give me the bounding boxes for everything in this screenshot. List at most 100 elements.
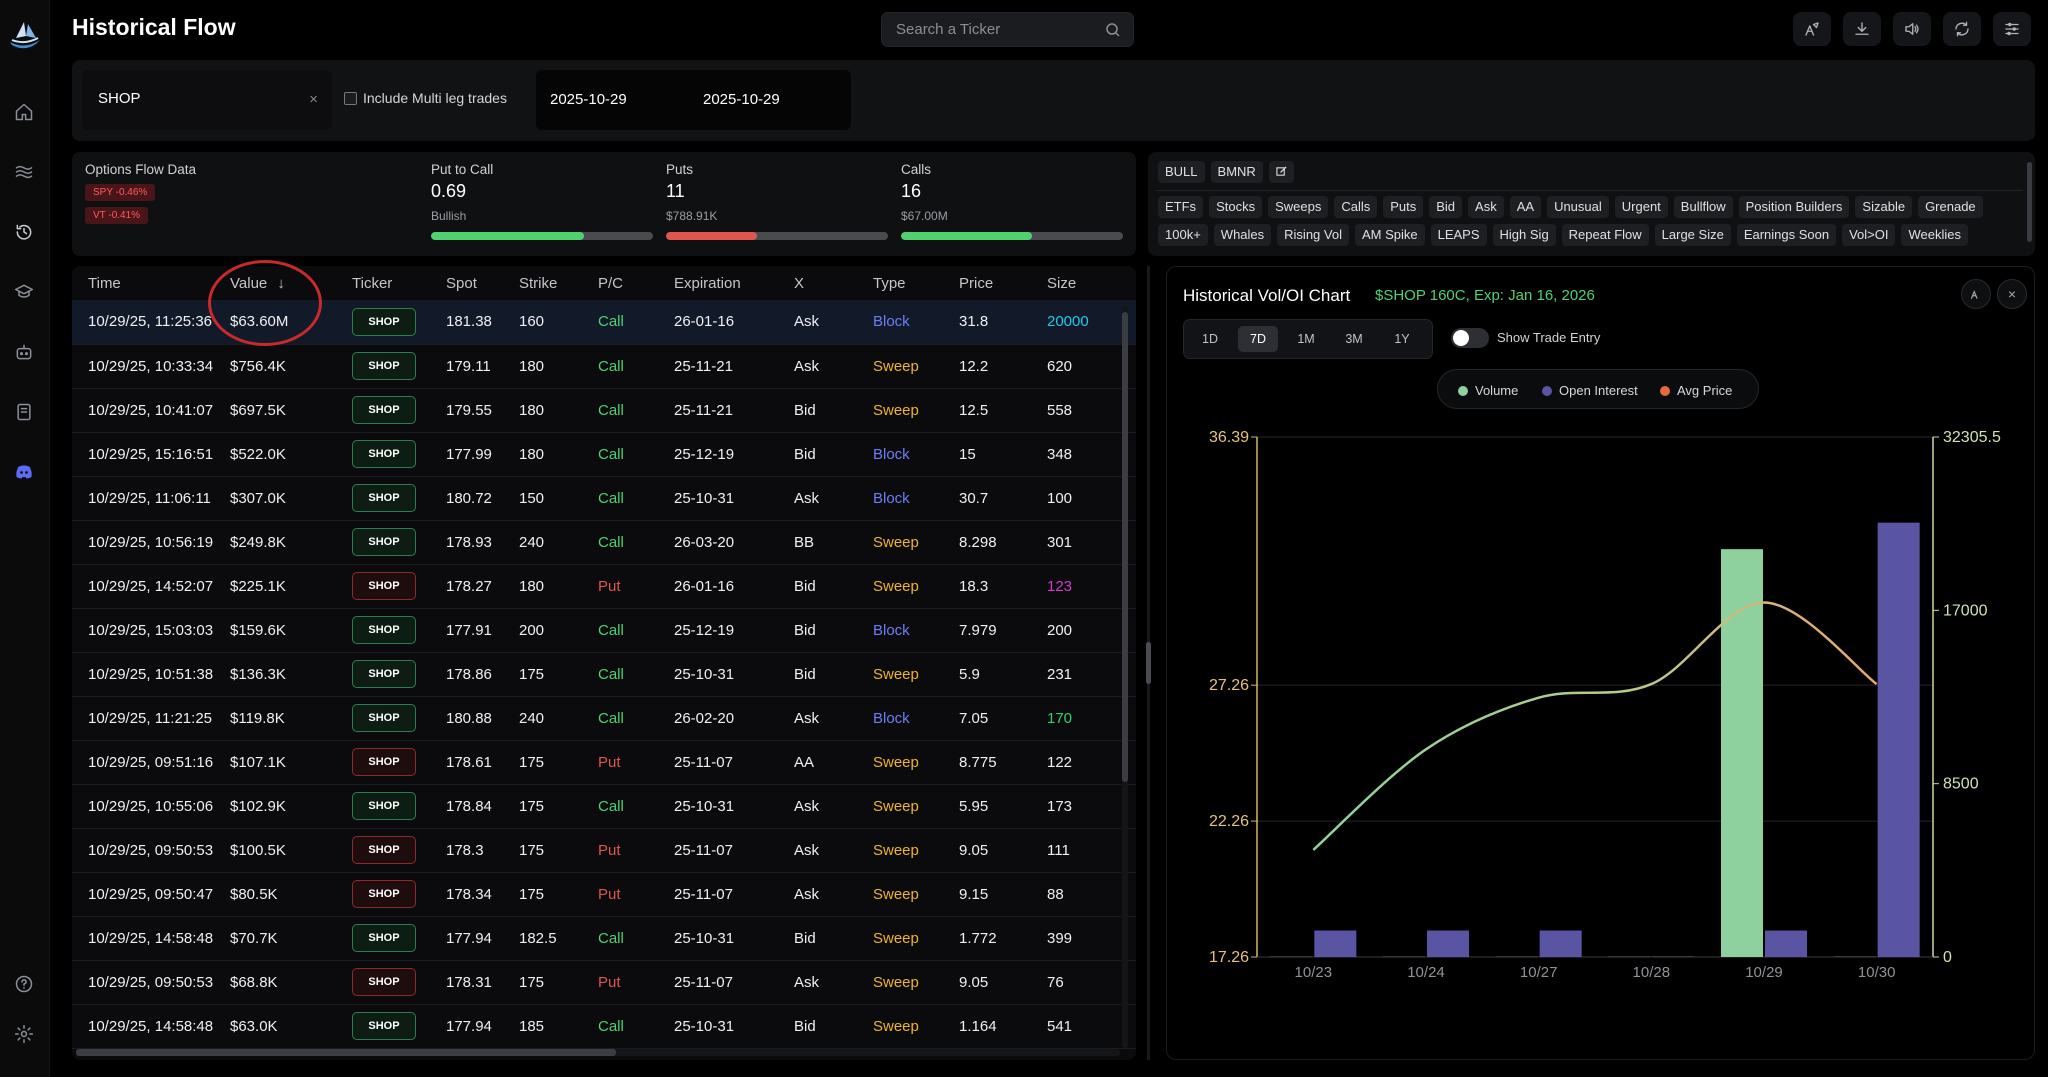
home-icon[interactable] [13,101,35,123]
tag-urgent[interactable]: Urgent [1614,196,1668,218]
ticker-button[interactable]: SHOP [352,792,416,820]
tag-rising-vol[interactable]: Rising Vol [1277,224,1349,246]
table-row[interactable]: 10/29/25, 15:03:03 $159.6K SHOP 177.91 200 Ca… [72,608,1136,653]
ticker-button[interactable]: SHOP [352,528,416,556]
tag-etfs[interactable]: ETFs [1158,196,1204,218]
tag-vol-oi[interactable]: Vol>OI [1842,224,1896,246]
column-header-value[interactable]: Value ↓ [230,274,285,292]
tag-repeat-flow[interactable]: Repeat Flow [1561,224,1649,246]
ticker-button[interactable]: SHOP [352,484,416,512]
ticker-button[interactable]: SHOP [352,396,416,424]
tag-am-spike[interactable]: AM Spike [1354,224,1425,246]
tag-ask[interactable]: Ask [1468,196,1504,218]
column-header-x[interactable]: X [794,274,805,292]
tag-weeklies[interactable]: Weeklies [1901,224,1968,246]
ticker-button[interactable]: SHOP [352,440,416,468]
checkbox-box[interactable] [344,91,357,105]
panel-resize-handle[interactable] [1144,266,1154,1060]
ticker-button[interactable]: SHOP [352,616,416,644]
column-header-price[interactable]: Price [959,274,994,292]
column-header-strike[interactable]: Strike [519,274,558,292]
tag-grenade[interactable]: Grenade [1918,196,1983,218]
tag-stocks[interactable]: Stocks [1209,196,1263,218]
ticker-filter-input[interactable]: SHOP × [82,70,332,130]
help-icon[interactable] [13,973,35,995]
ticker-button[interactable]: SHOP [352,968,416,996]
tag-large-size[interactable]: Large Size [1654,224,1731,246]
ticker-button[interactable]: SHOP [352,660,416,688]
tag-aa[interactable]: AA [1509,196,1542,218]
table-row[interactable]: 10/29/25, 10:56:19 $249.8K SHOP 178.93 240 Ca… [72,520,1136,565]
table-row[interactable]: 10/29/25, 11:06:11 $307.0K SHOP 180.72 150 Ca… [72,476,1136,521]
settings-icon[interactable] [13,1023,35,1045]
tag-leaps[interactable]: LEAPS [1430,224,1487,246]
table-row[interactable]: 10/29/25, 11:21:25 $119.8K SHOP 180.88 240 Ca… [72,696,1136,741]
ticker-button[interactable]: SHOP [352,307,416,336]
ticker-button[interactable]: SHOP [352,352,416,380]
tag-high-sig[interactable]: High Sig [1492,224,1556,246]
table-row[interactable]: 10/29/25, 14:58:48 $70.7K SHOP 177.94 182.5 C… [72,916,1136,961]
table-row[interactable]: 10/29/25, 15:16:51 $522.0K SHOP 177.99 180 Ca… [72,432,1136,477]
table-row[interactable]: 10/29/25, 10:41:07 $697.5K SHOP 179.55 180 Ca… [72,388,1136,433]
legend-volume[interactable]: Volume [1458,383,1518,398]
tag-bull[interactable]: BULL [1158,161,1205,183]
range-button-3m[interactable]: 3M [1345,332,1363,346]
column-header-size[interactable]: Size [1047,274,1077,292]
ticker-button[interactable]: SHOP [352,1012,416,1040]
column-header-time[interactable]: Time [88,274,121,292]
table-row[interactable]: 10/29/25, 14:58:48 $63.0K SHOP 177.94 185 Cal… [72,1004,1136,1049]
ticker-button[interactable]: SHOP [352,836,416,864]
refresh-button[interactable] [1943,12,1981,46]
filters-button[interactable] [1993,12,2031,46]
history-icon[interactable] [13,221,35,243]
sound-button[interactable] [1893,12,1931,46]
column-header-p-c[interactable]: P/C [598,274,624,292]
tag-100k[interactable]: 100k+ [1158,224,1208,246]
table-row[interactable]: 10/29/25, 09:50:53 $68.8K SHOP 178.31 175 Put… [72,960,1136,1005]
column-header-ticker[interactable]: Ticker [352,274,393,292]
table-row[interactable]: 10/29/25, 09:51:16 $107.1K SHOP 178.61 175 Pu… [72,740,1136,785]
table-row[interactable]: 10/29/25, 10:55:06 $102.9K SHOP 178.84 175 Ca… [72,784,1136,829]
chart-close-button[interactable]: × [1997,279,2027,309]
search-input[interactable] [896,21,1096,38]
search-icon[interactable] [1105,22,1121,38]
ticker-button[interactable]: SHOP [352,572,416,600]
show-trade-entry-toggle[interactable] [1451,328,1489,348]
multileg-checkbox[interactable]: Include Multi leg trades [344,90,507,106]
legend-open-interest[interactable]: Open Interest [1542,383,1638,398]
table-vertical-scrollbar[interactable] [1122,306,1128,1048]
logo-icon[interactable] [6,14,44,52]
chart-draw-button[interactable] [1961,279,1991,309]
tag-bid[interactable]: Bid [1429,196,1463,218]
tag-sizable[interactable]: Sizable [1855,196,1913,218]
tag-earnings-soon[interactable]: Earnings Soon [1736,224,1837,246]
edit-icon[interactable] [1268,161,1294,183]
tag-puts[interactable]: Puts [1383,196,1424,218]
ticker-search[interactable] [881,12,1134,47]
waves-icon[interactable] [13,161,35,183]
book-icon[interactable] [13,401,35,423]
date-to[interactable]: 2025-10-29 [703,91,780,108]
table-row[interactable]: 10/29/25, 09:50:53 $100.5K SHOP 178.3 175 Put… [72,828,1136,873]
date-from[interactable]: 2025-10-29 [550,91,627,108]
column-header-expiration[interactable]: Expiration [674,274,741,292]
column-header-spot[interactable]: Spot [446,274,477,292]
sort-arrow-icon[interactable]: ↓ [273,274,285,292]
download-button[interactable] [1843,12,1881,46]
column-header-type[interactable]: Type [873,274,906,292]
range-button-1y[interactable]: 1Y [1394,332,1410,346]
legend-avg-price[interactable]: Avg Price [1660,383,1732,398]
ticker-button[interactable]: SHOP [352,748,416,776]
ticker-button[interactable]: SHOP [352,880,416,908]
table-row[interactable]: 10/29/25, 09:50:47 $80.5K SHOP 178.34 175 Put… [72,872,1136,917]
graduation-cap-icon[interactable] [13,281,35,303]
draw-button[interactable] [1793,12,1831,46]
range-button-1m[interactable]: 1M [1297,332,1315,346]
tag-position-builders[interactable]: Position Builders [1738,196,1850,218]
tag-bmnr[interactable]: BMNR [1210,161,1263,183]
ticker-button[interactable]: SHOP [352,704,416,732]
clear-icon[interactable]: × [309,91,318,108]
tag-whales[interactable]: Whales [1213,224,1272,246]
table-row[interactable]: 10/29/25, 10:33:34 $756.4K SHOP 179.11 180 Ca… [72,344,1136,389]
tag-bullflow[interactable]: Bullflow [1673,196,1733,218]
